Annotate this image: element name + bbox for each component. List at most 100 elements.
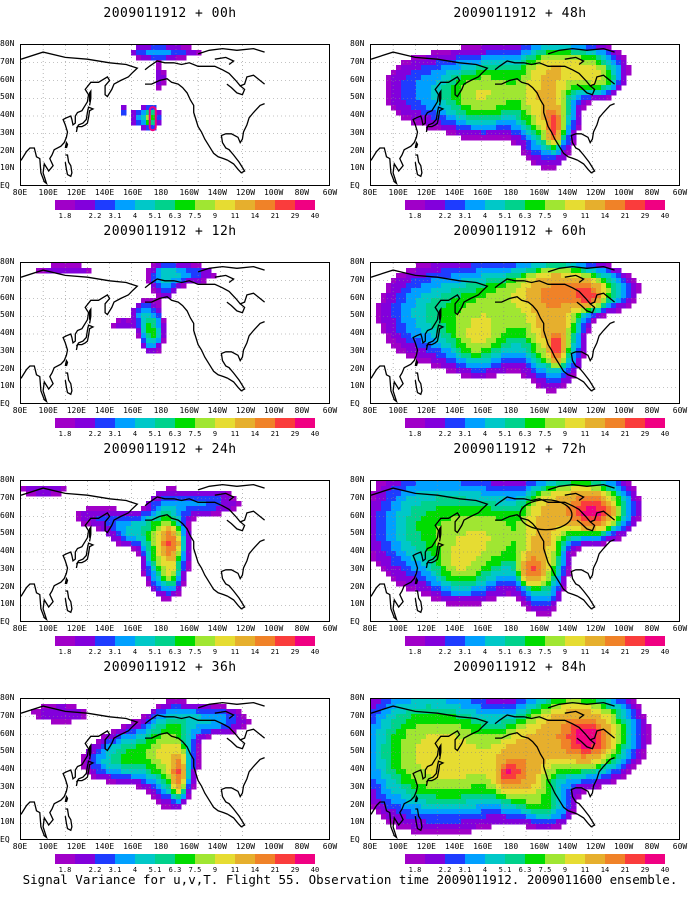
colorbar-label: 3.1 [458,648,472,656]
colorbar-label: 29 [290,430,300,438]
coastline [64,154,73,178]
longitude-label: 100E [388,188,408,197]
map-plot [20,44,330,186]
colorbar-swatch [275,636,295,646]
latitude-label: 20N [0,145,15,155]
longitude-label: 140E [94,406,115,415]
latitude-label: 50N [0,310,15,320]
colorbar-swatch [605,854,625,864]
latitude-label: 40N [350,328,365,337]
latitude-label: 60N [350,510,365,520]
colorbar-swatch [445,200,465,210]
longitude-label: 140E [94,842,115,851]
longitude-label: 60W [672,188,688,197]
colorbar-swatch [295,200,315,210]
coastline [220,320,265,392]
longitude-label: 160E [473,842,493,851]
coastline [494,714,616,741]
coastline [495,731,579,816]
longitude-label: 180 [503,624,519,633]
map-panel: 2009011912 + 24h 80N 70N 60N 50N 40N 30N 20N 10N… [0,440,340,664]
latitude-label: 50N [350,528,365,538]
colorbar-swatch [275,854,295,864]
colorbar-label: 14 [600,430,610,438]
longitude-label: 160W [529,406,549,415]
longitude-label: 120W [585,188,606,197]
coastline [547,265,615,273]
colorbar-label: 11 [230,866,240,874]
map-plot [20,480,330,622]
colorbar-swatch [485,854,505,864]
colorbar-label: 5.1 [148,648,162,656]
latitude-label: 10N [350,163,365,173]
map-plot [370,698,680,840]
colorbar-label: 4 [132,866,138,874]
colorbar-label: 1.8 [408,212,422,220]
coastline [75,106,95,133]
map-plot [370,44,680,186]
longitude-label: 160E [473,624,493,633]
coastline [371,51,489,185]
colorbar-swatch [75,418,95,428]
coastline [21,51,139,185]
colorbar-label: 9 [212,648,218,656]
colorbar-label: 1.8 [58,212,72,220]
latitude-label: 80N [350,693,365,702]
coastline [144,278,266,305]
colorbar-swatch [235,418,255,428]
coastline [88,306,92,324]
colorbar-label: 7.5 [188,866,202,874]
colorbar-label: 6.3 [518,866,532,874]
longitude-label: 60W [322,406,338,415]
variance-field [371,45,679,185]
coastline [144,60,266,87]
coastline [547,483,615,491]
map-plot [20,698,330,840]
longitude-label: 160E [123,406,143,415]
colorbar-swatch [645,418,665,428]
coastline [64,140,69,149]
colorbar-swatch [565,854,585,864]
colorbar-label: 11 [230,648,240,656]
colorbar-swatch [115,200,135,210]
longitude-label: 160W [529,624,549,633]
colorbar-label: 21 [620,648,630,656]
map-plot [370,480,680,622]
colorbar-swatch [75,200,95,210]
coastline [570,320,615,392]
colorbar-swatch [215,200,235,210]
colorbar-swatch [445,636,465,646]
colorbar-label: 9 [562,212,568,220]
colorbar-label: 11 [580,212,590,220]
latitude-label: 30N [350,345,365,355]
longitude-label: 120E [66,842,86,851]
longitude-label: 140W [207,406,227,415]
colorbar-label: 14 [250,430,260,438]
latitude-label: 60N [0,74,15,84]
colorbar-swatch [95,854,115,864]
map-panel: 2009011912 + 12h 80N 70N 60N 50N 40N 30N 20N 10N… [0,222,340,446]
colorbar-swatch [255,636,275,646]
colorbar-swatch [115,636,135,646]
colorbar-swatch [605,418,625,428]
colorbar-label: 3.1 [108,866,122,874]
colorbar-swatch [645,636,665,646]
colorbar-label: 21 [270,430,280,438]
map-plot [370,262,680,404]
latitude-label: 70N [0,56,15,66]
coastline [576,519,596,532]
panel-title: 2009011912 + 72h [453,442,587,457]
coastline [414,576,419,585]
colorbar-label: 21 [620,212,630,220]
colorbar-swatch [175,854,195,864]
longitude-label: 80W [294,188,310,197]
colorbar-swatch [215,854,235,864]
longitude-label: 180 [153,842,169,851]
longitude-label: 140W [207,188,227,197]
longitude-label: 80E [12,406,28,415]
latitude-label: 20N [350,363,365,373]
colorbar-swatch [625,418,645,428]
latitude-label: 80N [350,257,365,266]
latitude-label: 80N [0,39,15,48]
longitude-label: 60W [672,406,688,415]
